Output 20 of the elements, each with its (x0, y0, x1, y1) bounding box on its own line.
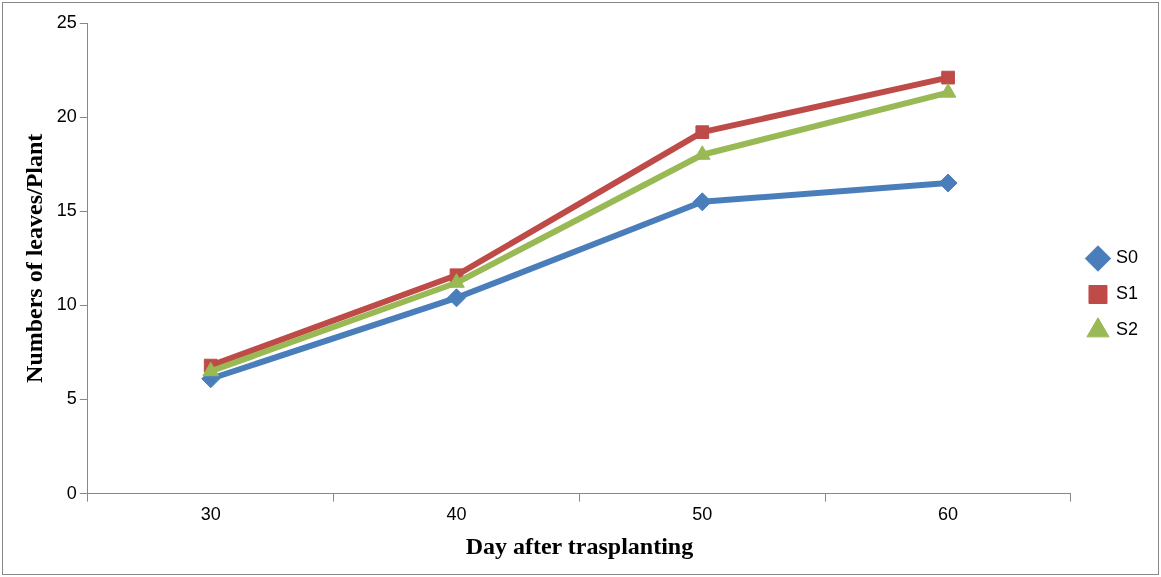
y-tick-label: 10 (56, 294, 77, 315)
y-tick-label: 15 (56, 200, 77, 221)
x-tick-label: 40 (446, 504, 467, 525)
y-axis-title: Numbers of leaves/Plant (20, 133, 47, 383)
y-tick-label: 25 (56, 11, 77, 32)
point (447, 288, 467, 308)
point (938, 173, 958, 193)
y-tick-label: 20 (56, 106, 77, 127)
x-tick-label: 60 (938, 504, 959, 525)
y-tick-label: 5 (66, 388, 77, 409)
x-tick-label: 50 (692, 504, 713, 525)
point (941, 70, 955, 85)
legend-label: S1 (1115, 283, 1139, 304)
x-tick-label: 30 (200, 504, 221, 525)
y-tick-label: 0 (66, 482, 77, 503)
legend-label: S0 (1115, 247, 1139, 268)
x-axis-title: Day after trasplanting (465, 532, 694, 559)
point (695, 125, 710, 140)
point (692, 192, 712, 212)
legend-label: S2 (1115, 319, 1139, 340)
